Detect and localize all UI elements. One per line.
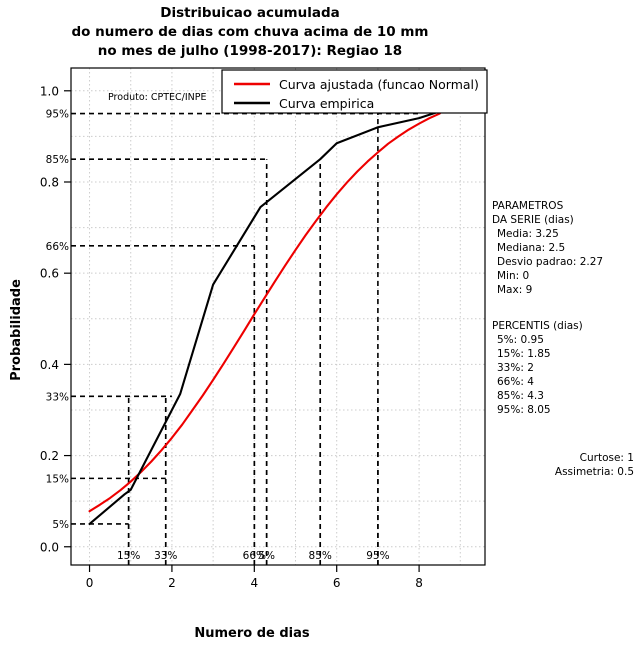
percentil-item: 15%: 1.85 [497,348,551,360]
x-percentile-label: 5% [258,550,275,562]
gridlines [71,68,485,565]
y-tick-label: 0.8 [40,175,59,189]
x-percentile-label: 85% [309,550,332,562]
legend-label: Curva empirica [279,96,374,111]
x-tick-label: 0 [86,576,94,590]
page-title: Distribuicao acumulada do numero de dias… [0,4,500,61]
x-percentile-label: 95% [366,550,389,562]
percentil-item: 66%: 4 [497,376,534,388]
y-percentile-label: 85% [46,154,69,166]
produto-credit: Produto: CPTEC/INPE [108,92,207,103]
percentil-item: 85%: 4.3 [497,390,544,402]
y-percentile-label: 95% [46,109,69,121]
x-percentile-label: 15% [117,550,140,562]
percentil-item: 5%: 0.95 [497,334,544,346]
title-line-1: Distribuicao acumulada [160,5,340,21]
y-percentile-label: 33% [46,391,69,403]
curve-empirical [88,89,462,526]
parameter-item: Max: 9 [497,284,532,296]
curves [88,89,462,526]
curve-fitted [88,89,462,513]
x-tick-label: 6 [333,576,341,590]
x-tick-label: 4 [250,576,258,590]
parameters-heading: PARAMETROS [492,200,564,212]
percentis-heading: PERCENTIS (dias) [492,320,583,332]
parameters-heading: DA SERIE (dias) [492,214,574,226]
title-line-2: do numero de dias com chuva acima de 10 … [71,24,429,40]
x-tick-label: 2 [168,576,176,590]
x-tick-label: 8 [415,576,423,590]
shape-stat-item: Curtose: 1 [580,452,634,464]
x-percentile-label: 66% [243,550,266,562]
y-tick-label: 0.0 [40,540,59,554]
title-line-3: no mes de julho (1998-2017): Regiao 18 [97,43,403,59]
y-percentile-label: 5% [52,519,69,531]
legend-label: Curva ajustada (funcao Normal) [279,77,479,92]
y-percentile-label: 15% [46,473,69,485]
y-percentile-label: 66% [46,241,69,253]
parameter-item: Desvio padrao: 2.27 [497,256,603,268]
y-axis-title: Probabilidade [9,279,24,381]
y-axis-ticks: 0.0 0.2 0.4 0.6 0.8 1.0 [40,84,71,554]
y-tick-label: 0.4 [40,358,59,372]
plot-frame [70,67,486,566]
percentil-item: 95%: 8.05 [497,404,551,416]
percentile-guide-lines [71,112,422,565]
x-axis-ticks: 0 2 4 6 8 [86,565,423,590]
y-tick-label: 0.2 [40,449,59,463]
parameter-item: Media: 3.25 [497,228,559,240]
shape-stat-item: Assimetria: 0.5 [555,466,634,478]
side-info-panel: PARAMETROS DA SERIE (dias) Media: 3.25 Medi… [492,200,634,478]
parameter-item: Mediana: 2.5 [497,242,565,254]
parameter-item: Min: 0 [497,270,529,282]
y-tick-label: 0.6 [40,267,59,281]
x-axis-title: Numero de dias [194,626,310,641]
percentil-item: 33%: 2 [497,362,534,374]
x-percentile-label: 33% [154,550,177,562]
x-percentile-labels: 15% 33% 66%5% 85% 95% [117,550,390,562]
legend: Curva ajustada (funcao Normal) Curva empi… [221,69,488,114]
y-tick-label: 1.0 [40,84,59,98]
y-percentile-labels: 5% 15% 33% 66% 85% 95% [46,109,69,531]
